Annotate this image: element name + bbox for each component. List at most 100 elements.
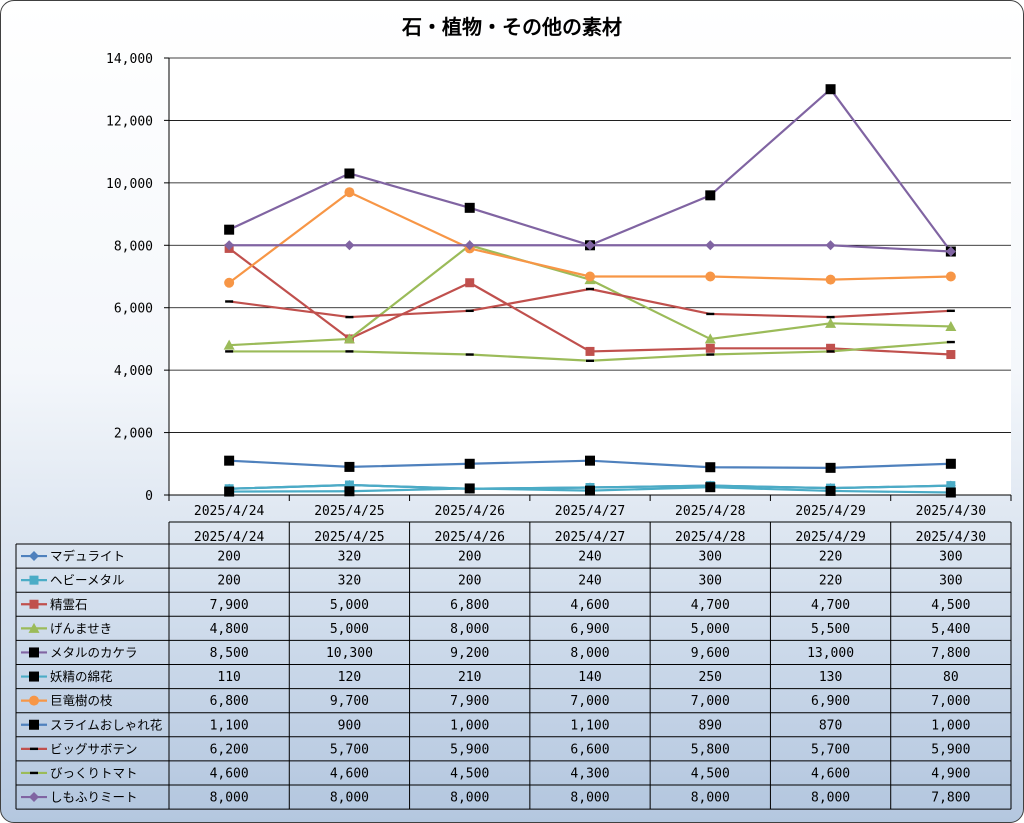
- data-point: [464, 240, 475, 251]
- legend-label: 巨竜樹の枝: [50, 693, 113, 708]
- table-cell: 8,000: [210, 791, 249, 806]
- table-cell: 300: [939, 550, 962, 565]
- plot-area: 0 2,000 4,000 6,000 8,000 10,000 12,000 14,000 2…: [106, 52, 1012, 519]
- legend-label: スライムおしゃれ花: [50, 717, 162, 732]
- data-point: [585, 271, 595, 282]
- table-cell: 7,900: [210, 598, 249, 613]
- x-tick-label: 2025/4/29: [795, 504, 865, 519]
- table-cell: 5,700: [330, 742, 369, 757]
- data-point: [224, 224, 235, 235]
- data-point: [224, 486, 235, 497]
- table-cell: 110: [217, 670, 240, 685]
- table-cell: 200: [217, 574, 240, 589]
- table-cell: 200: [217, 550, 240, 565]
- table-header-cell: 2025/4/29: [795, 530, 865, 545]
- table-cell: 5,000: [691, 622, 730, 637]
- data-point: [29, 792, 39, 803]
- table-cell: 5,800: [691, 742, 730, 757]
- data-point: [29, 671, 39, 682]
- table-cell: 1,100: [570, 718, 609, 733]
- y-tick-label: 8,000: [114, 239, 153, 254]
- data-point: [29, 695, 39, 706]
- table-cell: 300: [699, 574, 722, 589]
- table-header-cell: 2025/4/30: [916, 530, 986, 545]
- table-cell: 8,000: [450, 791, 489, 806]
- table-cell: 7,900: [450, 694, 489, 709]
- data-point: [945, 246, 956, 257]
- table-header-cell: 2025/4/26: [434, 530, 504, 545]
- table-cell: 9,600: [691, 646, 730, 661]
- data-point: [946, 481, 956, 491]
- data-point: [945, 271, 956, 282]
- legend-label: ビッグサボテン: [50, 741, 138, 756]
- data-point: [826, 343, 836, 353]
- table-row: 巨竜樹の枝 6,800 9,700 7,900 7,000 7,000 6,900 7,000: [21, 693, 970, 709]
- table-cell: 4,300: [570, 766, 609, 781]
- table-cell: 320: [338, 574, 361, 589]
- data-point: [825, 240, 836, 251]
- table-cell: 8,000: [450, 622, 489, 637]
- data-table: 2025/4/24 2025/4/25 2025/4/26 2025/4/27 2025…: [15, 521, 1012, 810]
- data-point: [825, 462, 836, 473]
- data-point: [706, 353, 715, 356]
- table-row: メタルのカケラ 8,500 10,300 9,200 8,000 9,600 13,000 7…: [21, 645, 970, 661]
- data-point: [585, 485, 595, 496]
- data-point: [345, 315, 354, 319]
- y-tick-label: 2,000: [114, 427, 153, 442]
- table-cell: 8,000: [691, 791, 730, 806]
- series-6: [224, 482, 956, 498]
- table-cell: 8,000: [330, 791, 369, 806]
- table-cell: 5,000: [330, 598, 369, 613]
- table-cell: 1,000: [450, 718, 489, 733]
- table-cell: 4,700: [811, 598, 850, 613]
- data-point: [344, 461, 355, 472]
- table-cell: 4,600: [570, 598, 609, 613]
- legend-label: 精霊石: [50, 597, 88, 612]
- legend-label: げんませき: [50, 621, 112, 636]
- table-cell: 4,800: [210, 622, 249, 637]
- table-cell: 220: [819, 574, 842, 589]
- data-point: [344, 187, 355, 198]
- data-point: [30, 747, 38, 751]
- x-tick-label: 2025/4/26: [434, 504, 504, 519]
- series-8: [224, 455, 956, 473]
- table-row: 精霊石 7,900 5,000 6,800 4,600 4,700 4,700 4,500: [21, 597, 970, 613]
- data-point: [224, 240, 235, 251]
- table-cell: 5,000: [330, 622, 369, 637]
- table-cell: 4,500: [691, 766, 730, 781]
- table-cell: 7,000: [570, 694, 609, 709]
- table-cell: 7,800: [931, 646, 970, 661]
- data-point: [945, 320, 957, 331]
- table-cell: 1,000: [931, 718, 970, 733]
- table-row: げんませき 4,800 5,000 8,000 6,900 5,000 5,500 5,400: [21, 621, 970, 637]
- table-cell: 320: [338, 550, 361, 565]
- data-point: [705, 190, 716, 201]
- series-11: [224, 240, 956, 257]
- data-point: [946, 309, 955, 313]
- x-tick-label: 2025/4/30: [916, 504, 986, 519]
- x-tick-label: 2025/4/24: [194, 504, 265, 519]
- data-point: [30, 771, 38, 775]
- table-cell: 4,600: [210, 766, 249, 781]
- table-cell: 300: [699, 550, 722, 565]
- legend-label: ヘビーメタル: [50, 573, 125, 588]
- table-background: [16, 544, 1011, 810]
- data-point: [586, 287, 594, 291]
- y-tick-label: 6,000: [114, 302, 153, 317]
- data-point: [705, 482, 716, 493]
- legend-label: マデュライト: [50, 549, 125, 564]
- data-point: [344, 486, 355, 497]
- data-point: [223, 339, 235, 350]
- table-cell: 6,800: [210, 694, 249, 709]
- data-point: [705, 240, 716, 251]
- table-cell: 220: [819, 550, 842, 565]
- data-point: [224, 277, 235, 288]
- table-cell: 120: [338, 670, 361, 685]
- table-cell: 900: [338, 718, 361, 733]
- table-row: しもふりミート 8,000 8,000 8,000 8,000 8,000 8,000 7,8…: [21, 790, 970, 806]
- data-point: [225, 350, 234, 353]
- table-cell: 5,900: [931, 742, 970, 757]
- table-cell: 200: [458, 574, 481, 589]
- table-row: びっくりトマト 4,600 4,600 4,500 4,300 4,500 4,600 4,9…: [21, 765, 970, 781]
